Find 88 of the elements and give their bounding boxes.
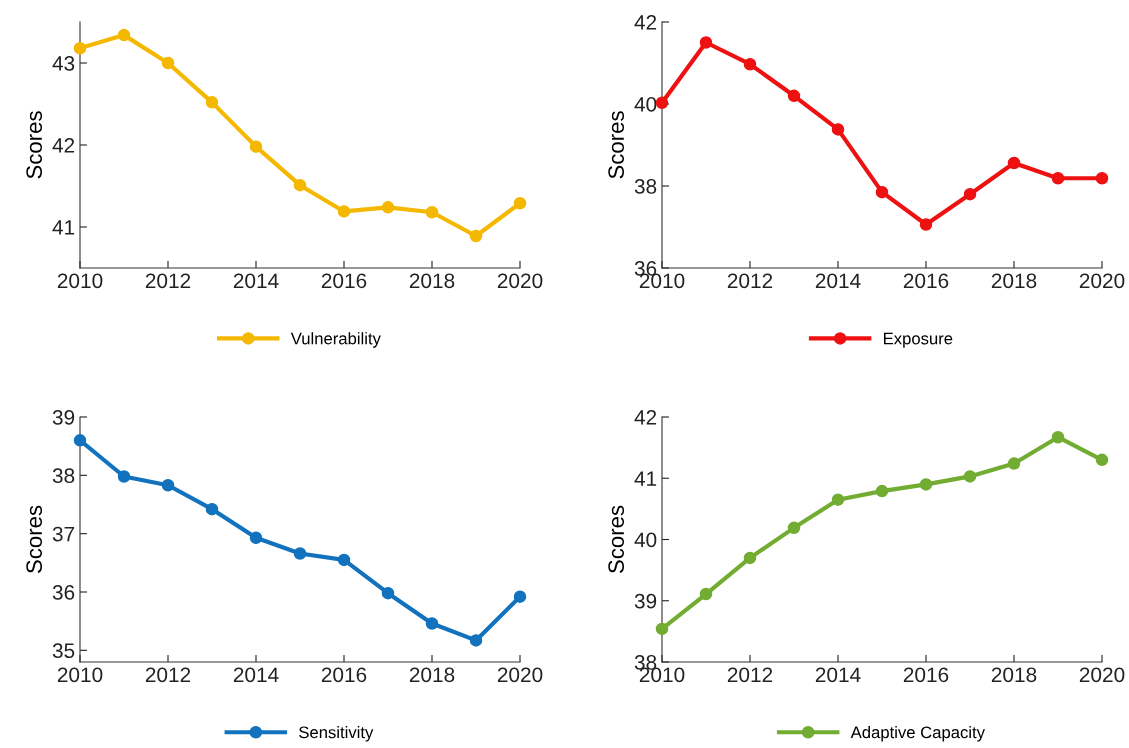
x-tick-label: 2020 — [1079, 667, 1125, 683]
x-tick-label: 2010 — [57, 667, 103, 683]
x-tick-label: 2012 — [145, 667, 191, 683]
point — [469, 229, 483, 243]
point — [831, 493, 845, 506]
y-tick-label: 40 — [634, 97, 657, 112]
point — [117, 28, 131, 42]
y-tick-label: 38 — [634, 179, 657, 194]
x-tick-label: 2012 — [145, 273, 191, 289]
y-tick-label: 37 — [52, 526, 75, 542]
x-tick-label: 2018 — [991, 273, 1037, 289]
point — [293, 178, 307, 192]
point — [293, 547, 307, 560]
legend-label: Vulnerability — [290, 332, 381, 348]
point — [1051, 430, 1065, 444]
x-tick-label: 2018 — [991, 667, 1037, 683]
y-axis-title: Scores — [608, 505, 625, 574]
point — [875, 484, 889, 498]
point — [1051, 171, 1065, 185]
point — [425, 205, 439, 219]
y-tick-label: 36 — [52, 585, 75, 600]
point — [337, 553, 351, 567]
y-tick-label: 43 — [52, 56, 75, 71]
x-tick-label: 2014 — [233, 273, 279, 289]
x-tick-label: 2016 — [321, 667, 367, 683]
y-tick-label: 35 — [52, 643, 75, 659]
point — [919, 218, 933, 231]
legend-label: Sensitivity — [299, 726, 374, 742]
x-tick-label: 2020 — [497, 667, 543, 683]
point — [743, 57, 757, 71]
legend-label: Adaptive Capacity — [850, 726, 985, 742]
point — [743, 551, 757, 565]
x-tick-label: 2012 — [727, 273, 773, 289]
point — [513, 590, 527, 603]
point — [513, 196, 527, 210]
point — [161, 478, 175, 492]
point — [425, 617, 439, 630]
y-axis-title: Scores — [26, 505, 43, 574]
point — [919, 478, 933, 491]
point — [117, 470, 131, 483]
legend-label: Exposure — [884, 332, 953, 348]
y-tick-label: 41 — [634, 471, 657, 486]
point — [337, 205, 351, 218]
y-tick-label: 42 — [634, 15, 657, 30]
point — [249, 140, 263, 153]
x-tick-label: 2016 — [903, 273, 949, 289]
point — [161, 56, 175, 70]
point — [699, 36, 713, 49]
point — [73, 41, 87, 55]
point — [381, 201, 395, 214]
x-tick-label: 2018 — [409, 667, 455, 683]
point — [381, 586, 395, 600]
x-tick-label: 2018 — [409, 273, 455, 289]
x-tick-label: 2014 — [815, 273, 861, 289]
x-tick-label: 2010 — [57, 273, 103, 289]
x-tick-label: 2014 — [815, 667, 861, 683]
point — [73, 434, 87, 447]
point — [875, 185, 889, 199]
point — [699, 587, 713, 601]
y-tick-label: 39 — [52, 410, 75, 425]
point — [205, 96, 219, 109]
point — [963, 187, 977, 201]
point — [1007, 457, 1021, 470]
y-axis-title: Scores — [26, 111, 43, 179]
y-tick-label: 40 — [634, 532, 657, 548]
y-tick-label: 42 — [634, 410, 657, 425]
x-tick-label: 2014 — [233, 667, 279, 683]
x-tick-label: 2020 — [497, 273, 543, 289]
point — [205, 502, 219, 516]
y-axis-title: Scores — [608, 111, 625, 179]
x-tick-label: 2016 — [903, 667, 949, 683]
point — [249, 531, 263, 545]
point — [1007, 156, 1021, 170]
y-tick-label: 39 — [634, 593, 657, 609]
point — [963, 470, 977, 483]
point — [1095, 453, 1109, 467]
x-tick-label: 2020 — [1079, 273, 1125, 289]
point — [831, 123, 845, 136]
x-tick-label: 2012 — [727, 667, 773, 683]
point — [787, 521, 801, 535]
y-tick-label: 41 — [52, 220, 75, 235]
point — [787, 89, 801, 103]
point — [469, 634, 483, 647]
y-tick-label: 42 — [52, 138, 75, 153]
point — [1095, 171, 1109, 185]
point — [655, 622, 669, 636]
y-tick-label: 38 — [52, 468, 75, 484]
x-tick-label: 2016 — [321, 273, 367, 289]
